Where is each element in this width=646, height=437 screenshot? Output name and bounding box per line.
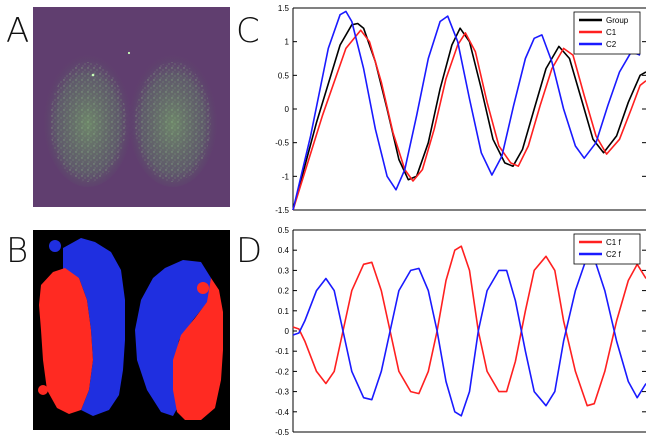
y-tick-label: -0.5 xyxy=(275,428,289,437)
panel-label-a: A xyxy=(6,11,30,51)
y-tick-label: 0.4 xyxy=(278,246,290,255)
left-lobe-blue-region xyxy=(63,238,125,416)
cluster-mask-image xyxy=(33,230,230,430)
y-tick-label: 0 xyxy=(285,105,290,114)
y-tick-label: -1 xyxy=(282,172,290,181)
legend-box xyxy=(573,233,641,265)
right-lobe-blue-region xyxy=(135,260,211,416)
chart-c-axes: -1.5 -1 -0.5 0 0.5 1 1.5 xyxy=(275,4,646,215)
y-tick-label: 1 xyxy=(285,38,290,47)
y-tick-label: -0.2 xyxy=(275,367,289,376)
chart-c-series xyxy=(292,10,646,211)
y-tick-label: -0.5 xyxy=(275,139,289,148)
right-lobe-red-region xyxy=(173,278,223,420)
y-tick-label: 0.5 xyxy=(278,226,290,235)
legend-label-c1-f: C1 f xyxy=(606,238,621,247)
panel-label-b: B xyxy=(6,231,29,271)
chart-d-axes: -0.5 -0.4 -0.3 -0.2 -0.1 0 0.1 0.2 0.3 0.4 0.5 xyxy=(275,226,646,437)
legend-label-c2: C2 xyxy=(606,40,617,49)
series-line-c2-f xyxy=(292,255,646,417)
panel-label-d: D xyxy=(236,231,263,271)
y-tick-label: -0.4 xyxy=(275,408,289,417)
y-tick-label: 1.5 xyxy=(278,4,290,13)
series-line-c2 xyxy=(292,10,641,211)
y-tick-label: 0.2 xyxy=(278,287,290,296)
y-tick-label: 0 xyxy=(285,327,290,336)
y-tick-label: 0.1 xyxy=(278,307,290,316)
chart-d-legend: C1 f C2 f xyxy=(573,233,641,265)
legend-label-group: Group xyxy=(606,16,629,25)
y-tick-label: 0.5 xyxy=(278,71,290,80)
fluorescence-image xyxy=(33,7,230,207)
y-tick-label: 0.3 xyxy=(278,266,290,275)
y-tick-label: -1.5 xyxy=(275,206,289,215)
series-line-group xyxy=(292,22,646,211)
y-tick-label: -0.3 xyxy=(275,388,289,397)
chart-c-legend: Group C1 C2 xyxy=(573,11,641,55)
legend-label-c2-f: C2 f xyxy=(606,250,621,259)
left-lobe-red-region xyxy=(39,268,93,414)
panel-label-c: C xyxy=(236,11,260,51)
series-line-c1-f xyxy=(292,245,646,407)
series-line-c1 xyxy=(292,29,646,211)
y-tick-label: -0.1 xyxy=(275,347,289,356)
chart-d-series xyxy=(292,245,646,417)
legend-label-c1: C1 xyxy=(606,28,617,37)
